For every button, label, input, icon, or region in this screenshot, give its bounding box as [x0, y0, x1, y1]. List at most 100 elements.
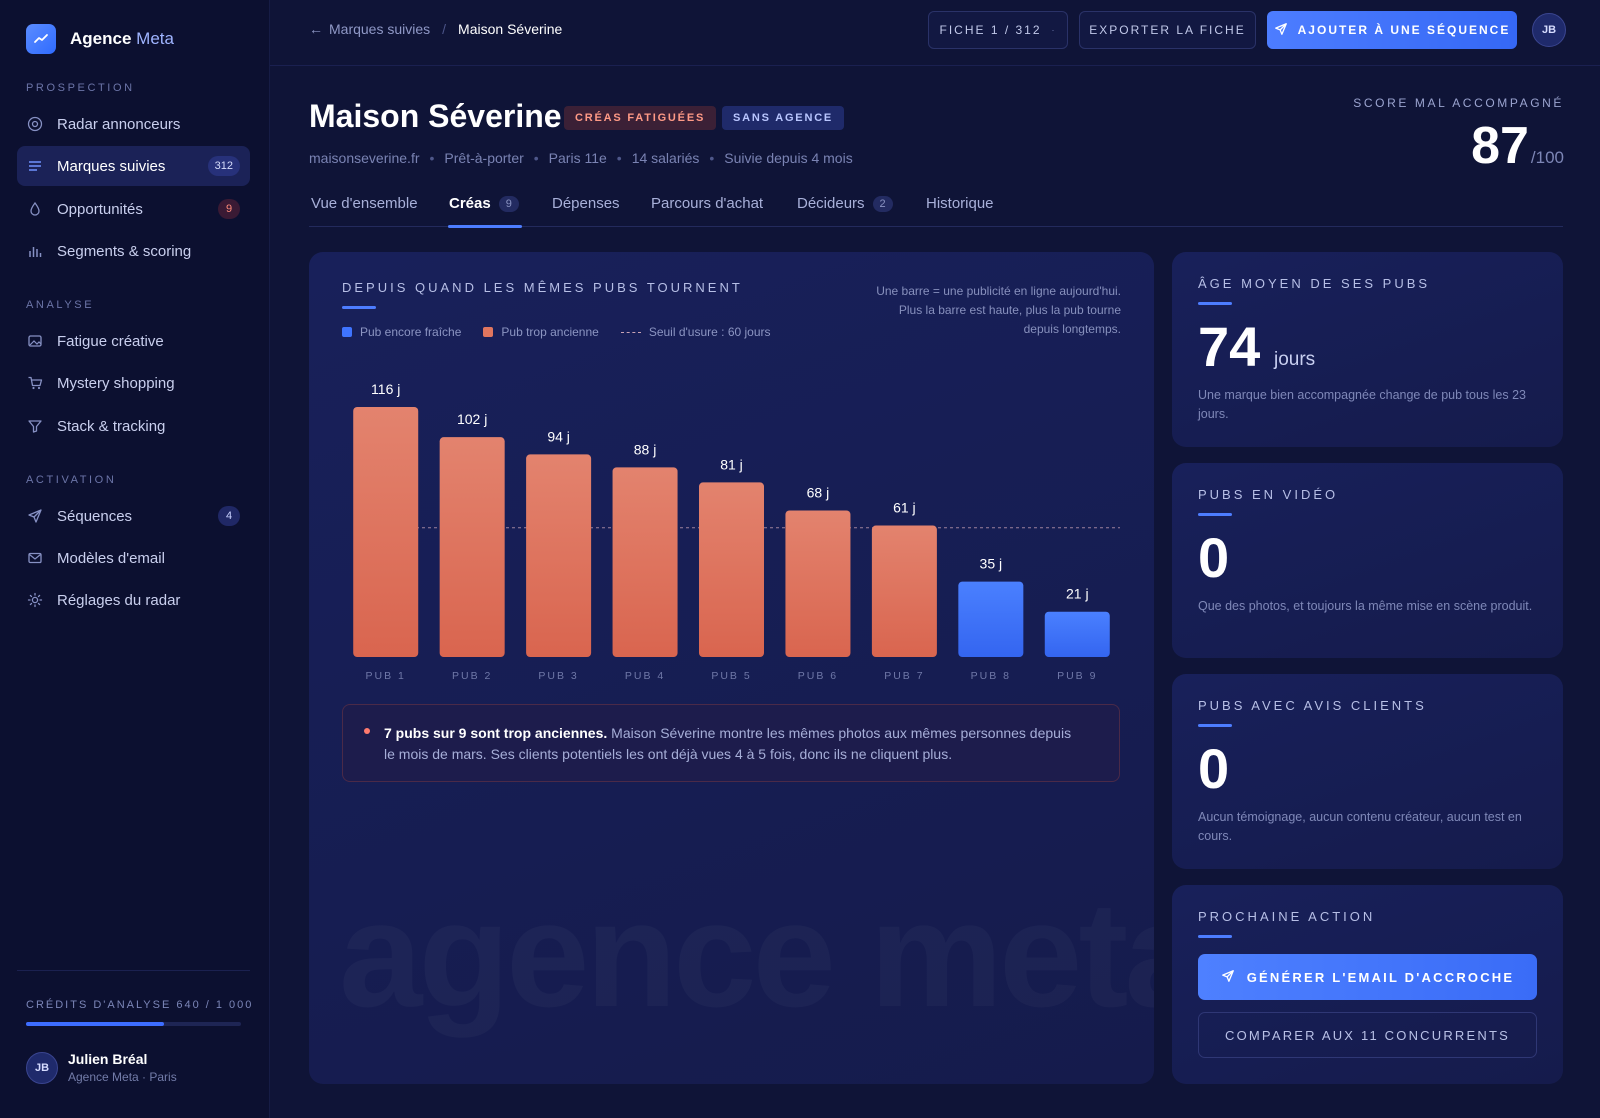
stat-value: 74: [1198, 315, 1261, 378]
chart-note: Une barre = une publicité en ligne aujou…: [876, 284, 1121, 336]
fiche-pager-button[interactable]: FICHE 1 / 312 ·: [928, 11, 1068, 49]
bar-value-label: 116 j: [371, 381, 400, 397]
stat-card-avg-age: ÂGE MOYEN DE SES PUBS 74 jours Une marqu…: [1172, 252, 1563, 447]
tab-creas[interactable]: Créas 9: [449, 195, 519, 212]
sidebar-item-segments[interactable]: Segments & scoring: [17, 231, 250, 271]
sidebar-item-mystery[interactable]: Mystery shopping: [17, 363, 250, 403]
status-badge-fatigue: CRÉAS FATIGUÉES: [564, 106, 717, 130]
active-tab-indicator: [448, 225, 522, 228]
chart-bar[interactable]: [353, 407, 419, 657]
chart-legend: Pub encore fraîche Pub trop ancienne Seu…: [342, 325, 771, 339]
sidebar-divider: [17, 970, 250, 971]
sidebar-item-label: Opportunités: [57, 200, 143, 218]
meta-followed-since: Suivie depuis 4 mois: [724, 150, 853, 166]
send-icon: [1221, 969, 1235, 986]
tab-count: 9: [498, 195, 519, 212]
avatar[interactable]: JB: [1532, 13, 1566, 47]
chart-bar[interactable]: [958, 581, 1024, 657]
arrow-left-icon: ←: [309, 21, 323, 37]
send-icon: [1274, 22, 1288, 39]
bar-value-label: 21 j: [1066, 586, 1089, 602]
alert-body: Maison Séverine montre les mêmes photos …: [384, 725, 1072, 762]
sidebar-item-marques[interactable]: Marques suivies 312: [17, 146, 250, 186]
tab-overview[interactable]: Vue d'ensemble: [311, 195, 418, 212]
sidebar-item-modeles[interactable]: Modèles d'email: [17, 538, 250, 578]
alert-dot-icon: [364, 728, 370, 734]
list-icon: [27, 158, 43, 174]
export-button[interactable]: EXPORTER LA FICHE: [1079, 11, 1256, 49]
count-badge: 4: [218, 506, 240, 526]
score-max: /100: [1530, 148, 1564, 167]
sidebar-item-label: Fatigue créative: [57, 332, 164, 350]
user-profile[interactable]: JB Julien Bréal Agence Meta · Paris: [26, 1051, 177, 1084]
tab-historique[interactable]: Historique: [926, 195, 994, 212]
send-icon: [27, 508, 43, 524]
next-action-title: PROCHAINE ACTION: [1198, 909, 1376, 924]
brand[interactable]: Agence Meta: [26, 24, 174, 54]
stat-title: PUBS EN VIDÉO: [1198, 487, 1339, 502]
legend-item-threshold: Seuil d'usure : 60 jours: [620, 325, 771, 339]
sidebar-item-label: Réglages du radar: [57, 591, 181, 609]
brand-meta: maisonseverine.fr • Prêt-à-porter • Paris …: [309, 150, 853, 166]
fiche-pager-label: FICHE 1 / 312: [939, 23, 1042, 37]
sun-gear-icon: [27, 592, 43, 608]
sidebar-item-fatigue[interactable]: Fatigue créative: [17, 321, 250, 361]
breadcrumb-back-link[interactable]: ← Marques suivies: [309, 21, 430, 37]
score-label: SCORE MAL ACCOMPAGNÉ: [1353, 96, 1564, 110]
meta-employees: 14 salariés: [631, 150, 700, 166]
x-tick-label: PUB 4: [625, 670, 665, 682]
add-to-sequence-button[interactable]: AJOUTER À UNE SÉQUENCE: [1267, 11, 1517, 49]
stat-description: Une marque bien accompagnée change de pu…: [1198, 388, 1527, 421]
tab-depenses[interactable]: Dépenses: [552, 195, 620, 212]
compare-competitors-button[interactable]: COMPARER AUX 11 CONCURRENTS: [1198, 1012, 1537, 1058]
chevron-dot-icon: ·: [1051, 25, 1057, 35]
generate-email-label: GÉNÉRER L'EMAIL D'ACCROCHE: [1246, 969, 1515, 985]
title-accent: [1198, 935, 1232, 938]
watermark: agence meta: [339, 868, 1154, 1041]
sidebar-item-sequences[interactable]: Séquences 4: [17, 496, 250, 536]
title-accent: [1198, 724, 1232, 727]
count-badge: 312: [207, 156, 240, 176]
chart-bar[interactable]: [526, 454, 592, 657]
score: 87 /100: [1471, 116, 1564, 176]
chart-bar[interactable]: [1044, 611, 1110, 657]
bar-value-label: 102 j: [457, 411, 487, 427]
credits-progress: [26, 1022, 241, 1026]
bar-value-label: 61 j: [893, 500, 916, 516]
meta-location: Paris 11e: [548, 150, 607, 166]
export-button-label: EXPORTER LA FICHE: [1089, 23, 1246, 37]
chart-bar[interactable]: [871, 525, 937, 657]
bar-value-label: 81 j: [720, 456, 743, 472]
x-tick-label: PUB 9: [1057, 670, 1097, 682]
breadcrumb-separator: /: [442, 21, 447, 37]
chart-bar[interactable]: [612, 467, 678, 657]
sidebar-item-opportunites[interactable]: Opportunités 9: [17, 189, 250, 229]
bar-chart-icon: [27, 243, 43, 259]
stat-card-reviews: PUBS AVEC AVIS CLIENTS 0 Aucun témoignag…: [1172, 674, 1563, 869]
sidebar: Agence Meta PROSPECTION Radar annonceurs…: [0, 0, 270, 1118]
sidebar-item-stack[interactable]: Stack & tracking: [17, 406, 250, 446]
sidebar-item-label: Radar annonceurs: [57, 115, 181, 133]
tab-parcours[interactable]: Parcours d'achat: [651, 195, 764, 212]
legend-item-old: Pub trop ancienne: [483, 325, 599, 339]
generate-email-button[interactable]: GÉNÉRER L'EMAIL D'ACCROCHE: [1198, 954, 1537, 1000]
stat-unit: jours: [1274, 349, 1316, 370]
chart-bar[interactable]: [699, 482, 764, 657]
legend-item-fresh: Pub encore fraîche: [342, 325, 461, 339]
x-tick-label: PUB 1: [366, 670, 406, 682]
page-title: Maison Séverine: [309, 98, 562, 134]
sidebar-item-radar[interactable]: Radar annonceurs: [17, 104, 250, 144]
sidebar-item-label: Segments & scoring: [57, 242, 192, 260]
stat-value: 0: [1198, 737, 1230, 800]
meta-website[interactable]: maisonseverine.fr: [309, 150, 420, 166]
user-subtitle: Agence Meta · Paris: [68, 1070, 177, 1084]
tab-decideurs[interactable]: Décideurs 2: [797, 195, 893, 212]
score-value: 87: [1471, 117, 1529, 175]
chart-bar[interactable]: [439, 437, 505, 657]
count-badge: 9: [218, 199, 240, 219]
x-tick-label: PUB 6: [798, 670, 838, 682]
sidebar-item-reglages[interactable]: Réglages du radar: [17, 580, 250, 620]
chart-bar[interactable]: [785, 510, 851, 657]
image-icon: [27, 333, 43, 349]
meta-sector: Prêt-à-porter: [444, 150, 524, 166]
